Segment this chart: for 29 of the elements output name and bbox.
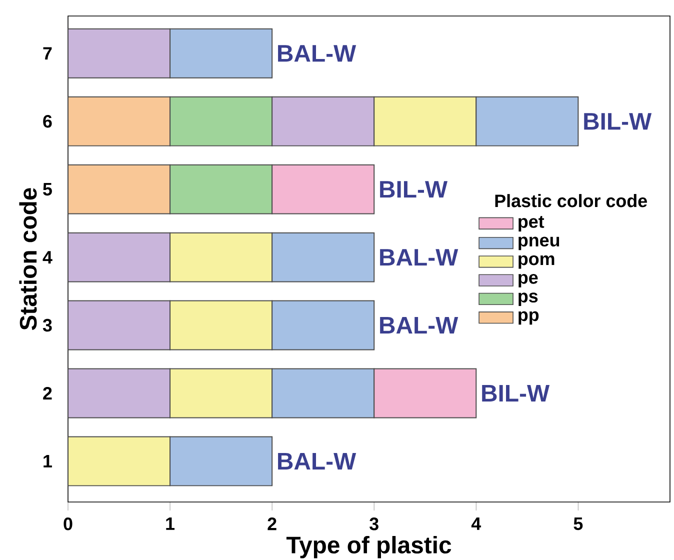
y-tick-label: 5 — [43, 183, 52, 196]
y-tick-label: 2 — [43, 386, 52, 400]
y-tick-label: 3 — [42, 318, 52, 332]
legend-label: ps — [518, 292, 538, 306]
y-axis-title: Station code — [19, 188, 37, 330]
legend-label: pom — [518, 255, 554, 269]
y-tick-label: 6 — [43, 114, 52, 128]
legend-title: Plastic color code — [495, 194, 647, 208]
annotation: BAL-W — [380, 249, 458, 266]
x-tick-label: 3 — [370, 518, 378, 530]
annotation: BAL-W — [278, 45, 356, 62]
legend-label: pet — [518, 216, 544, 232]
legend-label: pneu — [518, 236, 560, 250]
legend-label: pe — [518, 274, 538, 288]
annotation: BIL-W — [584, 113, 652, 130]
x-tick-label: 0 — [64, 518, 72, 530]
annotation: BAL-W — [278, 453, 356, 470]
y-tick-label: 7 — [43, 47, 52, 60]
x-tick-label: 2 — [268, 518, 276, 530]
x-axis-title: Type of plastic — [286, 536, 452, 558]
annotation: BIL-W — [380, 181, 448, 198]
annotation: BAL-W — [380, 317, 458, 334]
x-tick-label: 1 — [166, 518, 175, 530]
annotation: BIL-W — [482, 385, 550, 402]
x-tick-label: 4 — [471, 518, 482, 530]
x-tick-label: 5 — [574, 518, 583, 530]
y-tick-label: 1 — [44, 455, 52, 468]
legend-label: pp — [518, 311, 539, 325]
y-tick-label: 4 — [42, 251, 52, 264]
